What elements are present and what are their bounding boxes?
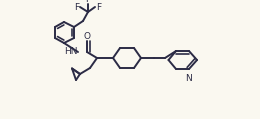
Text: F: F: [74, 2, 79, 12]
Text: N: N: [186, 74, 192, 83]
Text: O: O: [83, 32, 90, 41]
Text: F: F: [86, 0, 90, 4]
Text: HN: HN: [64, 47, 78, 57]
Text: F: F: [96, 2, 101, 12]
